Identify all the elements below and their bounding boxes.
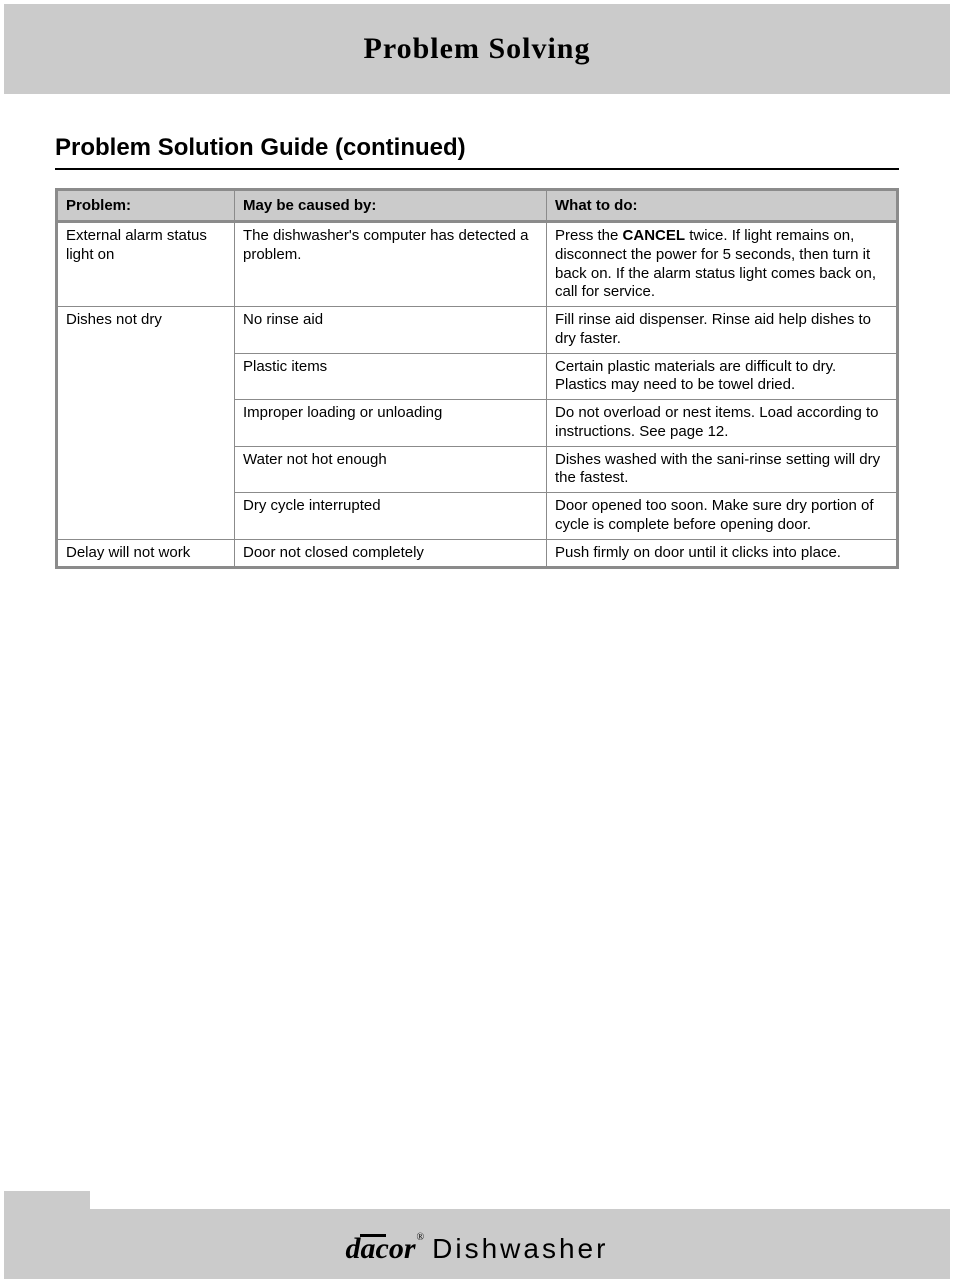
cell-what: Dishes washed with the sani-rinse settin… [547,446,898,493]
brand-name: dacor [346,1232,416,1265]
page-header-title: Problem Solving [364,32,591,66]
column-header-problem: Problem: [57,190,235,222]
footer-top-bar [90,1209,950,1219]
cell-cause: No rinse aid [235,307,547,354]
cell-what: Fill rinse aid dispenser. Rinse aid help… [547,307,898,354]
cell-what: Do not overload or nest items. Load acco… [547,400,898,447]
cell-problem: External alarm status light on [57,222,235,307]
cell-cause: Plastic items [235,353,547,400]
cell-what-bold: CANCEL [623,227,686,244]
cell-what: Push firmly on door until it clicks into… [547,539,898,568]
cell-cause: The dishwasher's computer has detected a… [235,222,547,307]
column-header-what: What to do: [547,190,898,222]
cell-what: Door opened too soon. Make sure dry port… [547,493,898,540]
table-row: External alarm status light on The dishw… [57,222,898,307]
content-area: Problem Solution Guide (continued) Probl… [0,94,954,569]
column-header-cause: May be caused by: [235,190,547,222]
problem-solution-table: Problem: May be caused by: What to do: E… [55,188,899,569]
registered-mark: ® [417,1232,425,1243]
page-header-bar: Problem Solving [4,4,950,94]
cell-cause: Door not closed completely [235,539,547,568]
table-row: Delay will not work Door not closed comp… [57,539,898,568]
cell-cause: Water not hot enough [235,446,547,493]
page-footer: 28 dacor® Dishwasher [0,1209,954,1279]
cell-problem: Dishes not dry [57,307,235,540]
cell-cause: Improper loading or unloading [235,400,547,447]
cell-what: Press the CANCEL twice. If light remains… [547,222,898,307]
footer-body: dacor® Dishwasher [4,1219,950,1279]
footer-brand: dacor® Dishwasher [346,1232,609,1266]
section-heading: Problem Solution Guide (continued) [55,134,899,162]
table-row: Dishes not dry No rinse aid Fill rinse a… [57,307,898,354]
cell-cause: Dry cycle interrupted [235,493,547,540]
brand-logo: dacor® [346,1232,425,1266]
cell-problem: Delay will not work [57,539,235,568]
cell-what-prefix: Press the [555,227,623,244]
section-underline [55,168,899,170]
cell-what: Certain plastic materials are difficult … [547,353,898,400]
brand-product: Dishwasher [432,1233,608,1265]
